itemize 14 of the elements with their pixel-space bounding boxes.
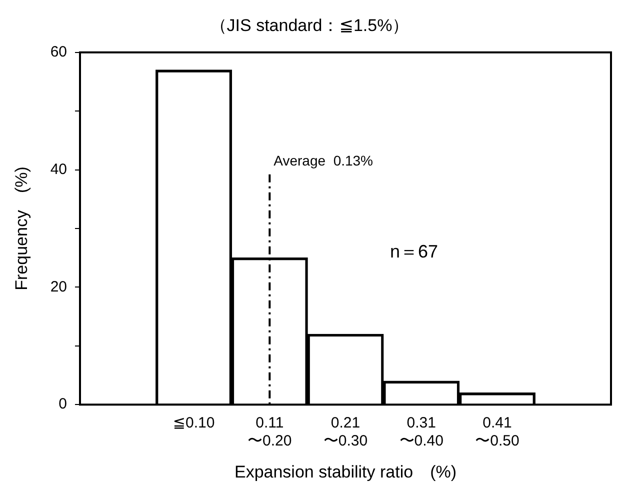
y-axis-title: Frequency (%) <box>12 166 31 290</box>
annotation: n＝67 <box>390 241 438 262</box>
ref-line-label: Average 0.13% <box>274 152 374 168</box>
y-tick-label: 20 <box>50 278 67 296</box>
x-tick-label: 0.21 〜0.30 <box>323 414 368 450</box>
chart-title: （JIS standard：≦1.5%） <box>210 16 410 35</box>
x-tick-label: 0.11 〜0.20 <box>248 414 292 450</box>
y-tick-label: 60 <box>50 44 67 61</box>
y-tick-label: 0 <box>58 396 67 413</box>
x-axis-title: Expansion stability ratio (%) <box>234 462 457 482</box>
y-tick-label: 40 <box>50 160 67 178</box>
x-tick-label: ≦0.10 <box>172 414 215 432</box>
x-tick-label: 0.31 〜0.40 <box>399 414 444 450</box>
x-tick-label: 0.41 〜0.50 <box>475 414 520 450</box>
